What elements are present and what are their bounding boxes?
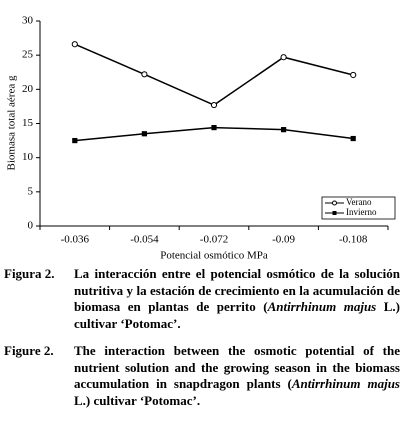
point — [72, 137, 78, 144]
y-tick-label: 0 — [28, 220, 34, 232]
y-tick-label: 10 — [22, 151, 34, 163]
y-tick-label: 5 — [28, 185, 34, 197]
caption-species: Antirrhinum majus — [291, 376, 400, 391]
caption-species: Antirrhinum majus — [267, 299, 377, 314]
point — [350, 135, 356, 142]
y-tick-label: 25 — [22, 49, 34, 61]
caption-text: La interacción entre el potencial osmóti… — [74, 266, 400, 314]
legend-label: Invierno — [346, 207, 377, 217]
y-axis-label: Biomasa total aérea g — [6, 75, 18, 170]
point — [71, 41, 78, 48]
caption-en: Figure 2. The interaction between the osm… — [4, 343, 400, 409]
y-tick-label: 15 — [22, 117, 34, 129]
x-tick-label: -0.036 — [61, 234, 90, 246]
point — [211, 125, 217, 131]
legend-marker — [332, 211, 337, 215]
line — [74, 43, 354, 106]
caption-label: Figure 2. — [4, 343, 54, 358]
caption-label: Figura 2. — [4, 266, 55, 281]
x-tick-label: -0.108 — [339, 234, 368, 246]
point — [210, 101, 218, 109]
x-tick-label: -0.054 — [130, 234, 159, 246]
legend-label: Verano — [346, 197, 372, 207]
x-axis-label: Potencial osmótico MPa — [160, 250, 268, 262]
point — [141, 71, 148, 78]
y-tick-label: 30 — [22, 15, 34, 27]
point — [141, 131, 147, 137]
caption-es: Figura 2. La interacción entre el potenci… — [4, 266, 400, 332]
caption-text: The interaction between the osmotic pote… — [74, 343, 400, 391]
legend-marker — [332, 200, 337, 206]
point — [280, 54, 287, 61]
y-tick-label: 20 — [22, 83, 34, 95]
x-tick-label: -0.09 — [272, 234, 295, 246]
caption-text: L.) cultivar ‘Potomac’. — [74, 299, 401, 331]
chart: Biomasa total aérea g Potencial osmótico… — [6, 15, 396, 262]
point — [281, 127, 287, 133]
caption-text: L.) cultivar ‘Potomac’. — [74, 392, 201, 408]
x-tick-label: -0.072 — [200, 234, 228, 246]
point — [350, 71, 357, 79]
